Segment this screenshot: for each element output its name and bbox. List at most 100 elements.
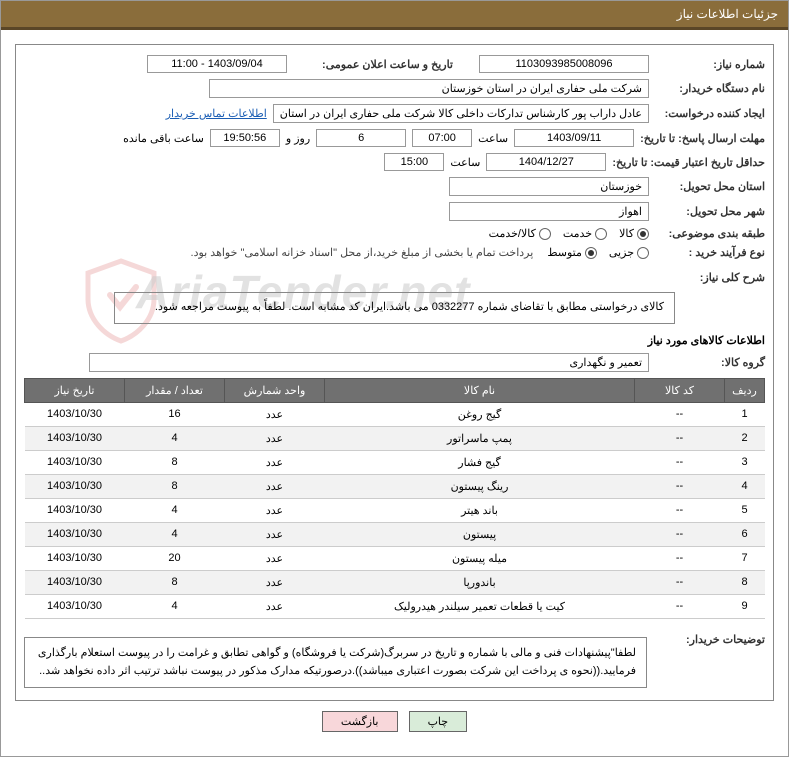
- cell-unit: عدد: [225, 594, 325, 618]
- radio-label-cat2: خدمت: [563, 227, 592, 240]
- th-unit: واحد شمارش: [225, 378, 325, 402]
- section-items-header: اطلاعات کالاهای مورد نیاز: [24, 334, 765, 347]
- row-buyer-note: توضیحات خریدار: لطفا"پیشنهادات فنی و مال…: [24, 627, 765, 692]
- row-city: شهر محل تحویل: اهواز: [24, 202, 765, 221]
- cell-unit: عدد: [225, 498, 325, 522]
- row-requester: ایجاد کننده درخواست: عادل داراب پور کارش…: [24, 104, 765, 123]
- label-requester: ایجاد کننده درخواست:: [655, 107, 765, 120]
- cell-n: 6: [725, 522, 765, 546]
- radio-cat-both[interactable]: [539, 228, 551, 240]
- cell-unit: عدد: [225, 474, 325, 498]
- cell-name: گیج فشار: [325, 450, 635, 474]
- cell-qty: 4: [125, 426, 225, 450]
- label-deadline: مهلت ارسال پاسخ: تا تاریخ:: [640, 132, 765, 145]
- cell-name: پمپ ماسراتور: [325, 426, 635, 450]
- row-buyer-org: نام دستگاه خریدار: شرکت ملی حفاری ایران …: [24, 79, 765, 98]
- table-header-row: ردیف کد کالا نام کالا واحد شمارش تعداد /…: [25, 378, 765, 402]
- label-days-and: روز و: [286, 132, 310, 145]
- radio-label-proc1: جزیی: [609, 246, 634, 259]
- print-button[interactable]: چاپ: [409, 711, 468, 732]
- value-group: تعمیر و نگهداری: [89, 353, 649, 372]
- cell-n: 8: [725, 570, 765, 594]
- label-city: شهر محل تحویل:: [655, 205, 765, 218]
- cell-name: گیج روغن: [325, 402, 635, 426]
- radio-cat-service[interactable]: [595, 228, 607, 240]
- cell-name: میله پیستون: [325, 546, 635, 570]
- items-table: ردیف کد کالا نام کالا واحد شمارش تعداد /…: [24, 378, 765, 619]
- label-buyer-org: نام دستگاه خریدار:: [655, 82, 765, 95]
- th-code: کد کالا: [635, 378, 725, 402]
- content-area: AriaTender.net شماره نیاز: 1103093985008…: [1, 30, 788, 756]
- value-validity-date: 1404/12/27: [486, 153, 606, 171]
- radio-proc-medium[interactable]: [585, 247, 597, 259]
- row-validity: حداقل تاریخ اعتبار قیمت: تا تاریخ: 1404/…: [24, 153, 765, 171]
- row-summary: شرح کلی نیاز:: [24, 265, 765, 284]
- cell-n: 3: [725, 450, 765, 474]
- cell-code: --: [635, 498, 725, 522]
- cell-qty: 20: [125, 546, 225, 570]
- note-payment: پرداخت تمام یا بخشی از مبلغ خرید،از محل …: [191, 246, 534, 259]
- title-bar: جزئیات اطلاعات نیاز: [1, 1, 788, 30]
- cell-qty: 8: [125, 450, 225, 474]
- th-name: نام کالا: [325, 378, 635, 402]
- radio-cat-goods[interactable]: [637, 228, 649, 240]
- link-buyer-contact[interactable]: اطلاعات تماس خریدار: [166, 107, 267, 120]
- cell-unit: عدد: [225, 426, 325, 450]
- cell-unit: عدد: [225, 522, 325, 546]
- label-category: طبقه بندی موضوعی:: [655, 227, 765, 240]
- details-panel: AriaTender.net شماره نیاز: 1103093985008…: [15, 44, 774, 701]
- cell-name: کیت یا قطعات تعمیر سیلندر هیدرولیک: [325, 594, 635, 618]
- footer-buttons: چاپ بازگشت: [15, 701, 774, 742]
- window: جزئیات اطلاعات نیاز AriaTender.net شماره…: [0, 0, 789, 757]
- cell-n: 4: [725, 474, 765, 498]
- value-countdown: 19:50:56: [210, 129, 280, 147]
- cell-code: --: [635, 426, 725, 450]
- cell-n: 9: [725, 594, 765, 618]
- cell-qty: 4: [125, 498, 225, 522]
- cell-n: 5: [725, 498, 765, 522]
- cell-name: رینگ پیستون: [325, 474, 635, 498]
- cell-code: --: [635, 474, 725, 498]
- cell-n: 1: [725, 402, 765, 426]
- back-button[interactable]: بازگشت: [322, 711, 398, 732]
- cell-code: --: [635, 522, 725, 546]
- cell-code: --: [635, 402, 725, 426]
- table-row: 2--پمپ ماسراتورعدد41403/10/30: [25, 426, 765, 450]
- cell-code: --: [635, 546, 725, 570]
- radio-group-proc: جزیی متوسط: [547, 246, 649, 259]
- cell-unit: عدد: [225, 450, 325, 474]
- cell-date: 1403/10/30: [25, 450, 125, 474]
- value-pub-date: 1403/09/04 - 11:00: [147, 55, 287, 73]
- value-requester: عادل داراب پور کارشناس تدارکات داخلی کال…: [273, 104, 649, 123]
- th-qty: تعداد / مقدار: [125, 378, 225, 402]
- cell-unit: عدد: [225, 546, 325, 570]
- label-province: استان محل تحویل:: [655, 180, 765, 193]
- cell-name: باند هیتر: [325, 498, 635, 522]
- table-row: 5--باند هیترعدد41403/10/30: [25, 498, 765, 522]
- buyer-note-box: لطفا"پیشنهادات فنی و مالی با شماره و تار…: [24, 637, 647, 688]
- label-validity: حداقل تاریخ اعتبار قیمت: تا تاریخ:: [612, 156, 765, 169]
- cell-date: 1403/10/30: [25, 594, 125, 618]
- cell-unit: عدد: [225, 570, 325, 594]
- table-row: 3--گیج فشارعدد81403/10/30: [25, 450, 765, 474]
- row-group: گروه کالا: تعمیر و نگهداری: [24, 353, 765, 372]
- cell-date: 1403/10/30: [25, 402, 125, 426]
- radio-label-proc2: متوسط: [547, 246, 582, 259]
- cell-date: 1403/10/30: [25, 474, 125, 498]
- table-row: 9--کیت یا قطعات تعمیر سیلندر هیدرولیکعدد…: [25, 594, 765, 618]
- radio-label-cat1: کالا: [619, 227, 634, 240]
- cell-date: 1403/10/30: [25, 546, 125, 570]
- row-deadline: مهلت ارسال پاسخ: تا تاریخ: 1403/09/11 سا…: [24, 129, 765, 147]
- cell-qty: 4: [125, 594, 225, 618]
- radio-proc-minor[interactable]: [637, 247, 649, 259]
- cell-date: 1403/10/30: [25, 498, 125, 522]
- cell-code: --: [635, 570, 725, 594]
- th-date: تاریخ نیاز: [25, 378, 125, 402]
- row-category: طبقه بندی موضوعی: کالا خدمت کالا/خدمت: [24, 227, 765, 240]
- row-province: استان محل تحویل: خوزستان: [24, 177, 765, 196]
- cell-code: --: [635, 450, 725, 474]
- table-row: 7--میله پیستونعدد201403/10/30: [25, 546, 765, 570]
- row-req-no: شماره نیاز: 1103093985008096 تاریخ و ساع…: [24, 55, 765, 73]
- radio-label-cat3: کالا/خدمت: [489, 227, 536, 240]
- label-pub-date: تاریخ و ساعت اعلان عمومی:: [293, 58, 453, 71]
